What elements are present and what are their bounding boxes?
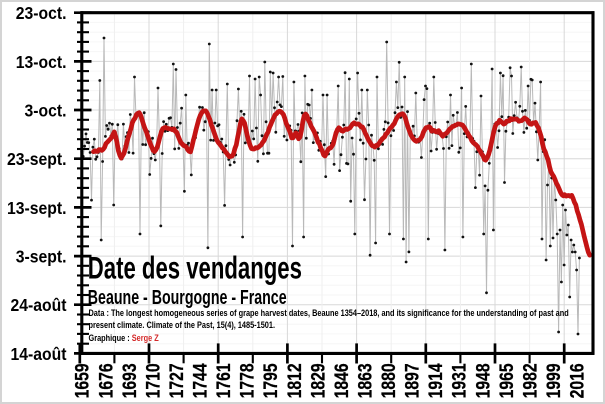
svg-text:1761: 1761 bbox=[213, 363, 235, 398]
svg-text:3-oct.: 3-oct. bbox=[25, 100, 67, 120]
svg-text:1659: 1659 bbox=[71, 363, 93, 398]
svg-text:Beaune - Bourgogne - France: Beaune - Bourgogne - France bbox=[88, 286, 287, 309]
svg-text:24-août: 24-août bbox=[11, 295, 67, 315]
svg-text:3-sept.: 3-sept. bbox=[16, 246, 67, 266]
svg-text:Date des vendanges: Date des vendanges bbox=[88, 250, 302, 286]
svg-text:1710: 1710 bbox=[142, 363, 164, 398]
svg-text:1965: 1965 bbox=[495, 363, 517, 398]
svg-text:1829: 1829 bbox=[307, 363, 329, 398]
svg-text:Data : The longest homogeneous: Data : The longest homogeneous series of… bbox=[89, 307, 569, 318]
svg-text:1846: 1846 bbox=[330, 363, 352, 398]
svg-text:1744: 1744 bbox=[189, 363, 211, 398]
svg-text:13-sept.: 13-sept. bbox=[7, 198, 67, 218]
svg-text:1693: 1693 bbox=[118, 363, 140, 398]
svg-text:1727: 1727 bbox=[165, 363, 187, 398]
svg-text:23-oct.: 23-oct. bbox=[16, 3, 67, 23]
svg-text:1914: 1914 bbox=[425, 363, 447, 398]
svg-text:1795: 1795 bbox=[260, 363, 282, 398]
svg-text:14-août: 14-août bbox=[11, 344, 67, 364]
svg-text:Graphique : Serge Z: Graphique : Serge Z bbox=[89, 332, 159, 343]
svg-text:13-oct.: 13-oct. bbox=[16, 52, 67, 72]
svg-text:1982: 1982 bbox=[519, 363, 541, 398]
svg-text:1880: 1880 bbox=[378, 363, 400, 398]
svg-text:1863: 1863 bbox=[354, 363, 376, 398]
svg-text:23-sept.: 23-sept. bbox=[7, 149, 67, 169]
svg-text:1812: 1812 bbox=[283, 363, 305, 398]
svg-text:1931: 1931 bbox=[448, 363, 470, 398]
svg-text:1897: 1897 bbox=[401, 363, 423, 398]
svg-text:1778: 1778 bbox=[236, 363, 258, 398]
svg-text:1999: 1999 bbox=[542, 363, 564, 398]
svg-text:1676: 1676 bbox=[95, 363, 117, 398]
svg-text:1948: 1948 bbox=[472, 363, 494, 398]
svg-text:2016: 2016 bbox=[566, 363, 588, 398]
svg-text:present climate. Climate of th: present climate. Climate of the Past, 15… bbox=[89, 319, 275, 330]
